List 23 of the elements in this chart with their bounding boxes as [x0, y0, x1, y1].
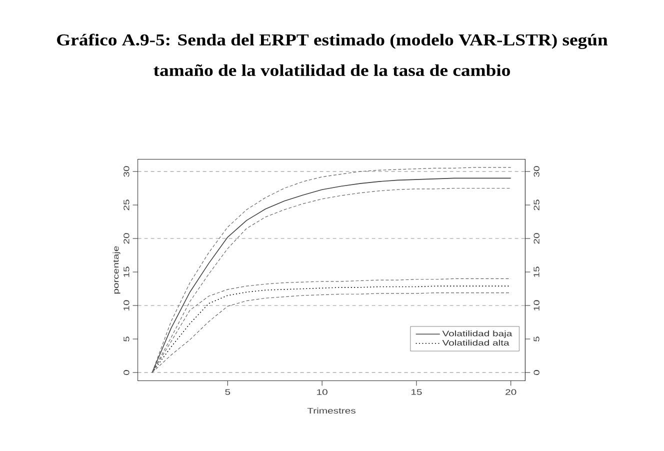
x-tick-label: 5	[225, 389, 230, 395]
y2-tick-label: 10	[534, 300, 540, 310]
y-axis-title: porcentaje	[112, 246, 120, 294]
y2-tick-label: 0	[534, 370, 540, 376]
x-tick-label: 20	[506, 389, 516, 395]
y-tick-label: 25	[124, 200, 130, 210]
y2-tick-label: 30	[534, 166, 540, 177]
y2-tick-label: 15	[534, 266, 540, 277]
legend-label: Volatilidad alta	[442, 340, 510, 346]
y2-tick-label: 20	[534, 233, 540, 244]
y-tick-label: 0	[124, 370, 130, 376]
y2-tick-label: 5	[534, 336, 540, 342]
x-tick-label: 15	[411, 389, 422, 395]
y-tick-label: 10	[124, 300, 130, 310]
y-tick-label: 5	[124, 336, 130, 342]
y-tick-label: 20	[124, 233, 130, 244]
legend-label: Volatilidad baja	[442, 330, 512, 338]
x-axis-title: Trimestres	[307, 408, 356, 414]
y-tick-label: 15	[124, 266, 130, 277]
x-tick-label: 10	[317, 389, 328, 395]
y2-tick-label: 25	[534, 200, 540, 210]
chart-title: Gráfico A.9-5: Senda del ERPT estimado (modelo VAR-LSTR) según tamaño de la volatilidad de la tasa de cambio	[57, 34, 608, 76]
y-tick-label: 30	[124, 166, 130, 177]
